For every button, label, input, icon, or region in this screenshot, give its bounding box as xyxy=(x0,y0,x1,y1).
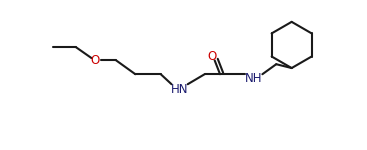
Text: HN: HN xyxy=(171,83,188,96)
Text: O: O xyxy=(91,54,100,67)
Text: NH: NH xyxy=(244,72,262,85)
Text: O: O xyxy=(208,50,217,63)
